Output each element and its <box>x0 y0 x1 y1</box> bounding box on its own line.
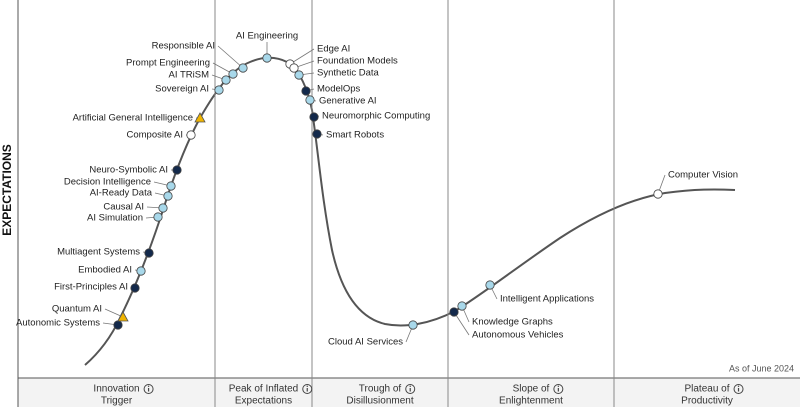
node-label: Intelligent Applications <box>500 294 594 305</box>
phase-label: Expectations <box>235 396 292 407</box>
info-icon-stem <box>147 388 150 392</box>
info-icon-dot <box>409 385 411 387</box>
node-marker <box>130 283 140 293</box>
phase-label: Trough of <box>359 384 402 395</box>
node-marker <box>228 69 238 79</box>
phase-band <box>18 378 800 407</box>
info-icon <box>302 384 313 394</box>
node-marker <box>262 53 272 63</box>
info-icon-stem <box>306 388 308 392</box>
node-marker <box>312 129 322 139</box>
node-label: AI Engineering <box>236 31 298 42</box>
node-marker <box>457 301 467 311</box>
info-icon-stem <box>409 388 411 392</box>
node-label: Artificial General Intelligence <box>73 113 193 124</box>
leader-line <box>289 48 315 65</box>
leader-line <box>104 308 124 318</box>
node-label: Cloud AI Services <box>328 337 403 348</box>
node-marker <box>117 311 129 322</box>
node-marker <box>289 63 299 73</box>
node-label: Synthetic Data <box>317 68 379 79</box>
node-marker <box>408 320 418 330</box>
info-icon <box>553 384 564 394</box>
node-marker <box>144 248 154 258</box>
node-label: AI-Ready Data <box>90 188 153 199</box>
phase-label: Innovation <box>93 384 139 395</box>
phase-label: Disillusionment <box>346 396 413 407</box>
node-marker <box>309 112 319 122</box>
node-marker <box>136 266 146 276</box>
node-marker <box>238 63 248 73</box>
node-marker <box>172 165 182 175</box>
node-label: Autonomic Systems <box>16 318 100 329</box>
node-marker <box>485 280 495 290</box>
info-icon-stem <box>557 388 559 392</box>
node-marker <box>294 70 304 80</box>
leader-line <box>217 45 244 69</box>
info-icon-dot <box>306 385 308 387</box>
node-label: Prompt Engineering <box>126 58 210 69</box>
phase-label: Productivity <box>681 396 733 407</box>
info-icon <box>143 384 154 394</box>
node-label: Knowledge Graphs <box>472 317 553 328</box>
node-marker <box>449 307 459 317</box>
node-marker <box>166 181 176 191</box>
node-label: Causal AI <box>103 202 144 213</box>
node-label: First-Principles AI <box>54 282 128 293</box>
phase-label: Peak of Inflated <box>229 384 299 395</box>
node-marker <box>214 85 224 95</box>
phase-label: Trigger <box>101 396 133 407</box>
node-label: Autonomous Vehicles <box>472 330 564 341</box>
phase-label: Enlightenment <box>499 396 563 407</box>
node-label: Edge AI <box>317 44 350 55</box>
node-label: Generative AI <box>319 96 377 107</box>
node-label: Smart Robots <box>326 130 384 141</box>
node-label: Composite AI <box>127 130 184 141</box>
y-axis-label: EXPECTATIONS <box>0 144 14 236</box>
node-marker <box>305 95 315 105</box>
node-marker <box>653 189 663 199</box>
node-label: Neuromorphic Computing <box>322 111 430 122</box>
node-label: Sovereign AI <box>155 84 209 95</box>
node-label: AI TRiSM <box>169 70 210 81</box>
info-icon <box>733 384 744 394</box>
note: As of June 2024 <box>729 363 794 373</box>
node-label: Computer Vision <box>668 170 738 181</box>
node-marker <box>194 112 206 123</box>
node-marker <box>186 130 196 140</box>
node-marker <box>158 203 168 213</box>
node-marker <box>153 212 163 222</box>
info-icon-dot <box>737 385 740 387</box>
node-label: Quantum AI <box>52 304 102 315</box>
node-marker <box>221 75 231 85</box>
node-label: Responsible AI <box>152 41 215 52</box>
phase-label: Slope of <box>513 384 550 395</box>
node-label: ModelOps <box>317 84 361 95</box>
node-label: Foundation Models <box>317 56 398 67</box>
info-icon-dot <box>147 385 150 387</box>
info-icon-dot <box>557 385 560 387</box>
phase-label: Plateau of <box>684 384 729 395</box>
node-marker <box>163 191 173 201</box>
info-icon-stem <box>737 388 740 392</box>
node-label: Multiagent Systems <box>57 247 140 258</box>
node-marker <box>113 320 123 330</box>
node-label: Embodied AI <box>78 265 132 276</box>
node-label: Decision Intelligence <box>64 177 151 188</box>
info-icon <box>405 384 416 394</box>
node-marker <box>301 86 311 96</box>
node-label: AI Simulation <box>87 213 143 224</box>
node-label: Neuro-Symbolic AI <box>89 165 168 176</box>
